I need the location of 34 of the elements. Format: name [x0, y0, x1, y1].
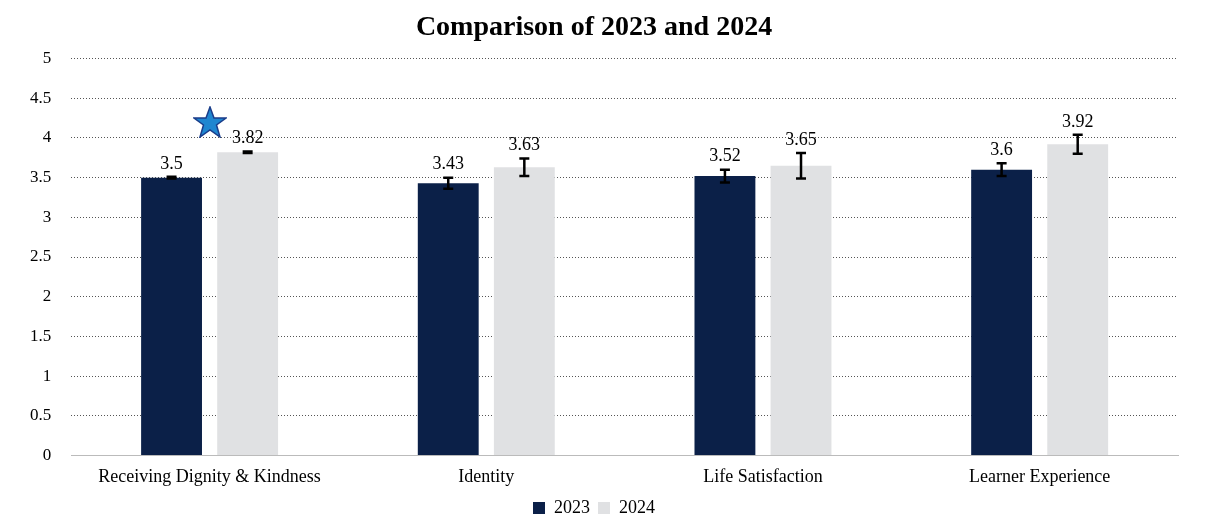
y-tick-label: 0.5: [30, 405, 52, 425]
legend-label: 2023: [554, 496, 590, 517]
chart-title: Comparison of 2023 and 2024: [415, 10, 773, 42]
bar: [971, 169, 1033, 455]
y-tick-label: 3.5: [30, 167, 52, 187]
bar: [770, 165, 832, 455]
x-tick-label: Identity: [458, 465, 515, 486]
bar: [217, 152, 279, 455]
x-tick-label: Life Satisfaction: [703, 465, 823, 486]
data-label: 3.6: [990, 139, 1013, 160]
bar: [141, 177, 202, 455]
y-tick-label: 1.5: [30, 325, 52, 345]
data-label: 3.5: [160, 152, 183, 173]
data-label: 3.63: [508, 134, 541, 155]
bar: [493, 167, 555, 455]
y-tick-label: 1: [42, 365, 52, 385]
y-tick-label: 0: [42, 444, 52, 464]
data-label: 3.92: [1061, 110, 1094, 131]
y-tick-label: 3: [42, 206, 52, 226]
data-label: 3.82: [231, 127, 264, 148]
data-label: 3.65: [785, 128, 817, 149]
y-tick-label: 4: [42, 127, 52, 147]
y-tick-label: 4.5: [30, 87, 52, 107]
legend-label: 2024: [619, 496, 655, 517]
x-tick-label: Learner Experience: [968, 465, 1111, 486]
bar: [1047, 144, 1109, 455]
bar: [417, 183, 479, 455]
bar: [694, 176, 756, 455]
data-label: 3.52: [709, 145, 741, 166]
y-tick-label: 5: [42, 48, 52, 68]
y-tick-label: 2: [42, 286, 52, 306]
y-tick-label: 2.5: [30, 246, 52, 266]
data-label: 3.43: [432, 153, 464, 174]
x-tick-label: Receiving Dignity & Kindness: [98, 465, 321, 486]
